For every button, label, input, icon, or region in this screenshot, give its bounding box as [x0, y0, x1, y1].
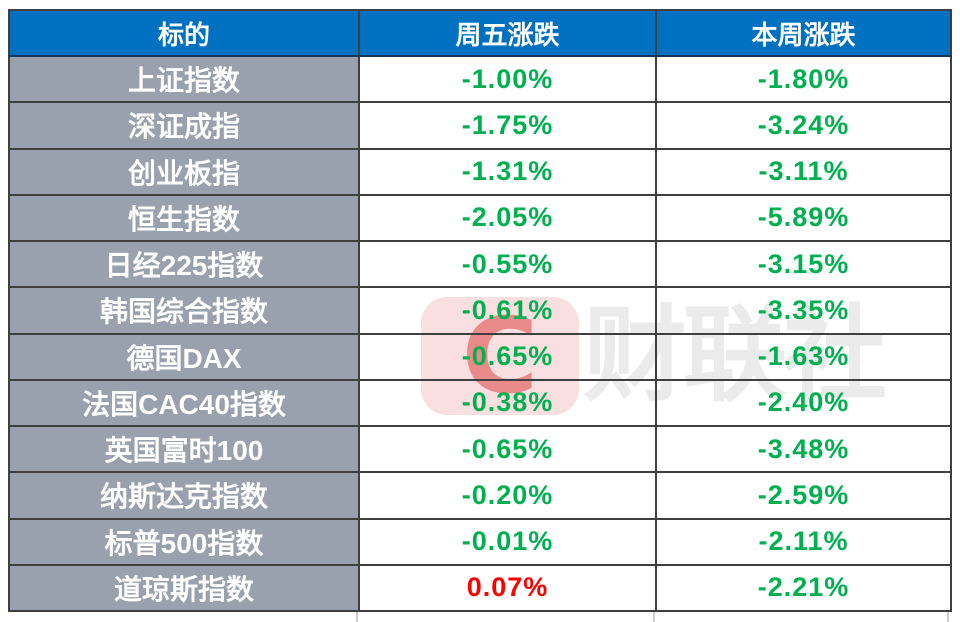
- gridline-stub: [356, 610, 358, 622]
- week-change-cell: -2.40%: [655, 378, 952, 428]
- week-change-cell: -2.11%: [655, 517, 952, 566]
- week-change-cell: -3.35%: [655, 286, 952, 335]
- index-name-cell: 日经225指数: [8, 239, 360, 289]
- week-change-cell: -3.11%: [655, 147, 952, 196]
- index-name-cell: 创业板指: [8, 147, 360, 196]
- index-name-cell: 韩国综合指数: [8, 286, 360, 335]
- index-performance-table: 标的 周五涨跌 本周涨跌 上证指数 -1.00% -1.80% 深证成指 -1.75% -3.…: [8, 9, 952, 613]
- week-change-cell: -3.48%: [655, 424, 952, 474]
- friday-change-cell: -0.20%: [358, 471, 657, 520]
- week-change-cell: -2.21%: [655, 563, 952, 613]
- table-row: 标普500指数 -0.01% -2.11%: [8, 517, 952, 566]
- table-body: 上证指数 -1.00% -1.80% 深证成指 -1.75% -3.24% 创业板指 -1.3…: [8, 54, 952, 613]
- week-change-cell: -5.89%: [655, 193, 952, 243]
- week-change-cell: -1.80%: [655, 54, 952, 104]
- index-name-cell: 纳斯达克指数: [8, 471, 360, 520]
- table-row: 恒生指数 -2.05% -5.89%: [8, 193, 952, 243]
- friday-change-cell: -0.65%: [358, 332, 657, 381]
- friday-change-cell: -0.01%: [358, 517, 657, 566]
- index-name-cell: 英国富时100: [8, 424, 360, 474]
- friday-change-cell: -0.55%: [358, 239, 657, 289]
- column-header-1: 周五涨跌: [358, 9, 657, 57]
- friday-change-cell: -0.65%: [358, 424, 657, 474]
- index-name-cell: 道琼斯指数: [8, 563, 360, 613]
- table-row: 韩国综合指数 -0.61% -3.35%: [8, 286, 952, 335]
- friday-change-cell: -0.61%: [358, 286, 657, 335]
- gridline-stub: [653, 610, 655, 622]
- index-name-cell: 法国CAC40指数: [8, 378, 360, 428]
- friday-change-cell: -1.75%: [358, 101, 657, 150]
- week-change-cell: -1.63%: [655, 332, 952, 381]
- column-header-0: 标的: [8, 9, 360, 57]
- friday-change-cell: -2.05%: [358, 193, 657, 243]
- friday-change-cell: 0.07%: [358, 563, 657, 613]
- table-row: 深证成指 -1.75% -3.24%: [8, 101, 952, 150]
- index-name-cell: 德国DAX: [8, 332, 360, 381]
- table-row: 日经225指数 -0.55% -3.15%: [8, 239, 952, 289]
- table-row: 法国CAC40指数 -0.38% -2.40%: [8, 378, 952, 428]
- gridline-stub: [947, 610, 949, 622]
- table-row: 英国富时100 -0.65% -3.48%: [8, 424, 952, 474]
- index-name-cell: 深证成指: [8, 101, 360, 150]
- friday-change-cell: -1.31%: [358, 147, 657, 196]
- column-header-2: 本周涨跌: [655, 9, 952, 57]
- week-change-cell: -3.15%: [655, 239, 952, 289]
- table-row: 德国DAX -0.65% -1.63%: [8, 332, 952, 381]
- index-name-cell: 上证指数: [8, 54, 360, 104]
- table-row: 创业板指 -1.31% -3.11%: [8, 147, 952, 196]
- table-row: 道琼斯指数 0.07% -2.21%: [8, 563, 952, 613]
- week-change-cell: -2.59%: [655, 471, 952, 520]
- index-name-cell: 恒生指数: [8, 193, 360, 243]
- week-change-cell: -3.24%: [655, 101, 952, 150]
- table-row: 上证指数 -1.00% -1.80%: [8, 54, 952, 104]
- header-row: 标的 周五涨跌 本周涨跌: [8, 9, 952, 57]
- friday-change-cell: -1.00%: [358, 54, 657, 104]
- table-row: 纳斯达克指数 -0.20% -2.59%: [8, 471, 952, 520]
- index-name-cell: 标普500指数: [8, 517, 360, 566]
- friday-change-cell: -0.38%: [358, 378, 657, 428]
